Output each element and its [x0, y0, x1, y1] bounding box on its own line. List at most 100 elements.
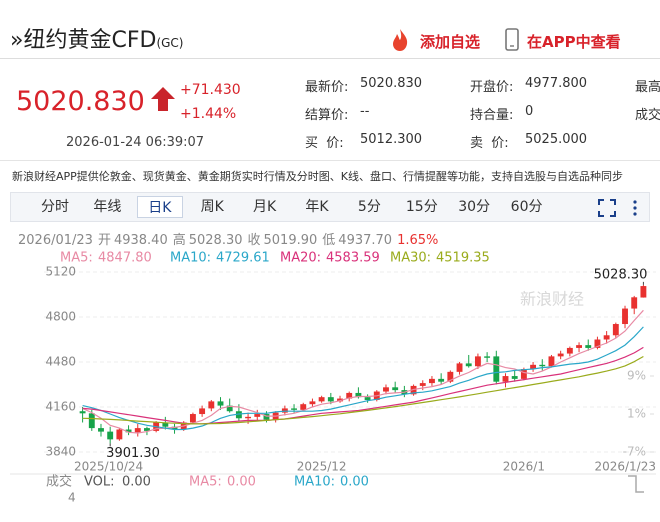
tab[interactable]: 5分 [357, 199, 381, 215]
candle-body [318, 397, 325, 402]
candle-body [474, 356, 481, 367]
title: »纽约黄金CFD(GC) [10, 22, 183, 54]
add-watchlist-button[interactable]: 添加自选 [420, 33, 481, 51]
change: +71.430 [180, 82, 241, 98]
info-change: 1.65% [397, 233, 438, 248]
x-tick-label: 2025/12 [297, 460, 347, 474]
prefix: » [10, 28, 24, 53]
candle-body [162, 422, 169, 427]
volume-key: MA10: [294, 475, 335, 490]
field-value: 5012.300 [360, 132, 423, 147]
ohlc-info: 2026/01/23 开 4938.40 高 5028.30 收 5019.90 低 4937.… [18, 232, 438, 248]
y-tick-label: 4800 [45, 309, 76, 323]
quote-time: 2026-01-24 06:39:07 [66, 135, 205, 150]
candle-body [530, 364, 537, 370]
more-icon[interactable] [631, 199, 639, 217]
tab[interactable]: 60分 [510, 199, 543, 215]
tab[interactable]: 月K [253, 199, 277, 215]
divider [0, 58, 660, 59]
x-tick-label: 2026/1 [503, 460, 545, 474]
legend-name: MA5: [60, 251, 93, 266]
candle-body [429, 378, 435, 384]
candle-body [337, 398, 343, 402]
candle-body [300, 404, 307, 410]
candle-body [291, 408, 297, 410]
candle-body [484, 356, 491, 358]
candle-body [144, 428, 150, 431]
candle-body [355, 392, 362, 398]
candle-body [511, 376, 518, 379]
y-tick-label: 4480 [45, 355, 76, 369]
divider [0, 160, 660, 161]
candle-body [254, 414, 261, 417]
field-label: 成交 [635, 108, 660, 123]
candle-body [79, 411, 86, 414]
tab-bar: 分时 年线 日K 周K 月K 年K 5分 15分 30分 60分 [10, 192, 650, 222]
candle-body [171, 426, 178, 430]
info-date: 2026/01/23 [18, 233, 93, 248]
candle-body [107, 431, 114, 440]
volume-key: MA5: [189, 475, 222, 490]
field-value: 0 [525, 104, 534, 119]
tab[interactable]: 日K [136, 196, 183, 218]
candle-body [585, 345, 592, 348]
tab[interactable]: 分时 [41, 199, 69, 215]
candle-body [226, 405, 233, 412]
volume-value: 0.00 [122, 475, 151, 490]
candle-body [245, 416, 252, 419]
tab[interactable]: 周K [200, 199, 224, 215]
tab[interactable]: 年K [305, 199, 329, 215]
notice: 新浪财经APP提供伦敦金、现货黄金、黄金期货实时行情及分时图、K线、盘口、行情提… [12, 170, 624, 183]
tab[interactable]: 年线 [93, 199, 122, 215]
info-key: 低 [322, 233, 335, 248]
candle-body [88, 413, 95, 429]
legend-value: 4583.59 [326, 251, 380, 266]
candle-body [465, 363, 472, 367]
phone-icon [505, 28, 519, 51]
info-value: 5019.90 [264, 233, 318, 248]
candle-body [263, 414, 270, 420]
tab[interactable]: 30分 [458, 199, 491, 215]
change-pct: +1.44% [180, 106, 237, 122]
candle-body [346, 392, 353, 399]
field-value: 4977.800 [525, 76, 588, 91]
volume-label: 成交 [46, 474, 72, 490]
tab[interactable]: 15分 [405, 199, 438, 215]
candle-body [364, 397, 371, 400]
y2-tick-label: -7% [623, 445, 646, 459]
y-tick-label: 3840 [45, 445, 76, 459]
candle-body [419, 383, 426, 386]
candle-body [189, 414, 196, 423]
volume-key: VOL: [84, 475, 115, 490]
code: (GC) [156, 36, 184, 50]
extreme-label: 3901.30 [106, 446, 160, 461]
candle-body [456, 363, 463, 372]
field-label: 最新价: [305, 80, 349, 95]
candle-body [594, 339, 601, 348]
candle-body [281, 408, 288, 413]
extreme-label: 5028.30 [594, 267, 648, 282]
info-key: 高 [173, 232, 186, 248]
candle-body [410, 385, 417, 395]
candle-body [125, 429, 132, 433]
open-app-button[interactable]: 在APP中查看 [527, 33, 621, 51]
candle-body [576, 345, 582, 348]
y2-tick-label: 1% [627, 407, 646, 421]
field-label: 开盘价: [470, 80, 514, 95]
candle-body [502, 376, 509, 382]
field-label: 结算价: [305, 108, 349, 123]
candle-body [438, 378, 445, 382]
expand-icon [628, 475, 644, 493]
field-value: -- [360, 104, 370, 119]
price: 5020.830 [16, 86, 145, 117]
volume-value: 0.00 [227, 475, 256, 490]
ma-line [82, 355, 644, 425]
field-label: 最高 [635, 80, 660, 95]
fullscreen-icon[interactable] [598, 199, 616, 217]
candle-body [548, 356, 555, 367]
candle-body [392, 387, 399, 391]
candle-body [199, 408, 206, 415]
info-value: 5028.30 [189, 233, 243, 248]
title-text: 纽约黄金CFD [23, 28, 157, 53]
